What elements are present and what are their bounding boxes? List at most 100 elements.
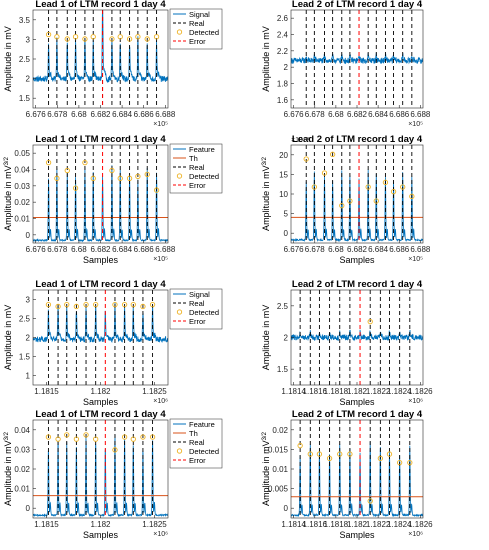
y-tick-label: 0.01 [272, 465, 288, 474]
detected-point [307, 451, 313, 457]
chart-title: Lead 2 of LTM record 1 day 4 [292, 134, 423, 145]
chart-panel-8: 1.18141.18161.18181.1821.18221.18241.182… [261, 409, 433, 540]
detected-point [121, 434, 128, 440]
x-tick-label: 6.68 [328, 110, 344, 119]
x-exponent: ×10⁵ [153, 121, 168, 128]
y-tick-label: 2.5 [19, 315, 31, 324]
x-exponent: ×10⁵ [408, 256, 423, 263]
chart-panel-7: 1.1815 1.182 1.1825 0 0.01 0.02 0.03 0.04 ×10⁶ Le… [3, 409, 223, 540]
y-tick-label: 2.2 [277, 47, 289, 56]
plot-area [33, 420, 168, 518]
chart-title: Lead 1 of LTM record 1 day 4 [35, 134, 166, 145]
detected-point [93, 436, 99, 442]
y-tick-label: 2 [284, 334, 289, 343]
legend-label: Real [189, 163, 205, 172]
x-tick-label: 6.688 [410, 110, 431, 119]
y-tick-label: 1.5 [19, 94, 31, 103]
detected-point [316, 451, 323, 457]
detected-point [386, 451, 393, 457]
detected-point [153, 34, 160, 40]
y-axis-label-sup: 3/2 [262, 156, 268, 165]
legend-label: Detected [189, 447, 219, 456]
plot-content [33, 290, 168, 385]
plot-content [291, 145, 423, 243]
detected-point [121, 301, 128, 308]
legend-label: Real [189, 438, 205, 447]
x-axis-label: Samples [339, 255, 375, 265]
legend-swatch-detected [176, 29, 183, 35]
legend-label: Error [189, 181, 206, 190]
y-tick-label: 0 [26, 504, 31, 513]
detected-point [140, 303, 146, 310]
y-tick-label: 2.4 [277, 31, 289, 40]
y-tick-label: 2.6 [277, 14, 289, 23]
x-tick-label: 1.1824 [387, 520, 412, 529]
x-tick-label: 1.1826 [408, 387, 433, 396]
y-axis-label-text: Amplitude in mV [3, 440, 13, 506]
x-tick-label: 6.682 [90, 110, 111, 119]
detected-point [149, 301, 156, 308]
plot-area [291, 145, 423, 243]
detected-point [144, 171, 150, 178]
y-tick-label: 0.02 [14, 465, 30, 474]
plot-content [291, 420, 423, 518]
legend-label: Error [189, 37, 206, 46]
detected-point [339, 203, 345, 209]
y-tick-label: 1.8 [277, 80, 289, 89]
legend-label: Real [189, 19, 205, 28]
legend-label: Real [189, 299, 205, 308]
y-axis-label-text: Amplitude in mV [261, 26, 271, 92]
y-tick-label: 10 [279, 190, 288, 199]
x-exponent: ×10⁶ [153, 531, 168, 538]
y-axis-label: Amplitude in mV [261, 26, 271, 92]
detected-point [311, 184, 318, 190]
chart-panel-3: 6.676 6.678 6.68 6.682 6.684 6.686 6.688 0 0.01 0… [3, 134, 223, 265]
legend-box [169, 8, 223, 50]
detected-point [90, 175, 96, 181]
detected-point [140, 434, 146, 440]
chart-panel-1: 6.676 6.678 6.68 6.682 6.684 6.686 6.688 1.5 2 2.… [3, 0, 223, 128]
y-tick-label: 0.02 [14, 198, 30, 207]
y-tick-label: 0.015 [268, 445, 289, 454]
x-axis-label: Samples [83, 530, 119, 540]
detected-point [126, 36, 133, 42]
detected-point [329, 151, 336, 157]
x-tick-label: 1.1822 [366, 520, 391, 529]
legend-label: Signal [189, 290, 210, 299]
y-axis-label-text: Amplitude in mV [261, 305, 271, 371]
y-tick-label: 5 [284, 210, 289, 219]
y-axis-label: Amplitude in mV3/2 [261, 156, 271, 231]
detected-point [144, 36, 150, 42]
detected-point [377, 455, 384, 461]
detected-point [396, 459, 403, 466]
detected-point [45, 301, 52, 308]
x-axis-label: Samples [83, 397, 119, 407]
y-tick-label: 0.03 [14, 445, 30, 454]
detected-point [409, 193, 415, 199]
detected-point [64, 432, 70, 438]
x-tick-label: 6.686 [389, 110, 410, 119]
legend-label: Th [189, 154, 198, 163]
y-tick-label: 0.01 [14, 485, 30, 494]
detected-point [112, 301, 118, 308]
detected-point [90, 34, 96, 40]
signal-series [291, 329, 423, 342]
detected-point [135, 34, 141, 40]
detected-point [382, 179, 389, 185]
detected-point [130, 301, 136, 308]
x-exponent: ×10⁵ [153, 256, 168, 263]
x-tick-label: 1.1826 [408, 520, 433, 529]
detected-point [149, 434, 156, 440]
legend-swatch-detected [176, 173, 183, 179]
y-axis-label-text: Amplitude in mV [261, 440, 271, 506]
detected-point [326, 455, 333, 461]
x-tick-label: 1.1814 [281, 387, 306, 396]
detected-point [83, 301, 89, 308]
x-exponent: ×10⁶ [153, 398, 168, 405]
chart-panel-2: 6.676 6.678 6.68 6.682 6.684 6.686 6.688 1.6 1.8… [261, 0, 431, 128]
x-tick-label: 1.1816 [303, 387, 328, 396]
y-tick-label: 1.5 [19, 353, 31, 362]
x-tick-label: 1.1818 [324, 387, 349, 396]
